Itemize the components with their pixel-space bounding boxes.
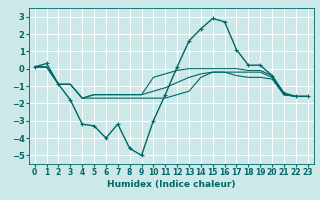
X-axis label: Humidex (Indice chaleur): Humidex (Indice chaleur): [107, 180, 236, 189]
